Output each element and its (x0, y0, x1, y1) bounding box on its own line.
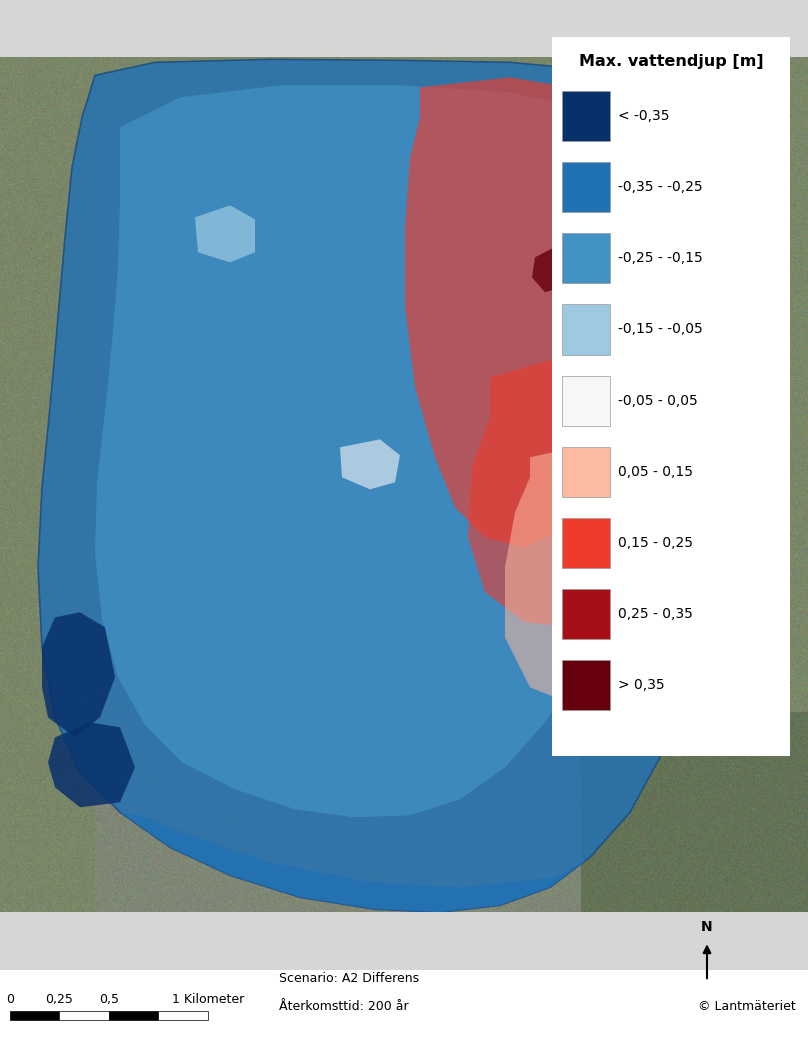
Polygon shape (38, 60, 730, 912)
Bar (562, 376, 610, 426)
Text: -0,05 - 0,05: -0,05 - 0,05 (618, 393, 698, 408)
Bar (562, 304, 610, 355)
Bar (552, 37, 790, 756)
Bar (562, 589, 610, 639)
Polygon shape (340, 439, 400, 490)
Polygon shape (195, 205, 255, 263)
Bar (59, 1011, 108, 1020)
Text: 0,25: 0,25 (45, 994, 73, 1006)
Polygon shape (42, 612, 115, 737)
Polygon shape (505, 437, 690, 707)
Polygon shape (95, 86, 655, 817)
Polygon shape (532, 246, 572, 292)
Text: 0,05 - 0,15: 0,05 - 0,15 (618, 464, 693, 479)
Text: 0: 0 (6, 994, 14, 1006)
Text: 1 Kilometer: 1 Kilometer (171, 994, 244, 1006)
Text: Återkomsttid: 200 år: Återkomsttid: 200 år (279, 1000, 408, 1013)
Text: N: N (701, 920, 713, 934)
Text: -0,35 - -0,25: -0,35 - -0,25 (618, 180, 703, 195)
Polygon shape (570, 147, 720, 718)
Text: 0,15 - 0,25: 0,15 - 0,25 (618, 536, 693, 550)
Polygon shape (48, 723, 135, 808)
Polygon shape (405, 77, 665, 547)
Polygon shape (120, 813, 590, 912)
Text: > 0,35: > 0,35 (618, 678, 665, 692)
Text: < -0,35: < -0,35 (618, 109, 670, 123)
Text: Max. vattendjup [m]: Max. vattendjup [m] (579, 54, 764, 69)
Text: -0,25 - -0,15: -0,25 - -0,15 (618, 251, 703, 266)
Bar (562, 91, 610, 141)
Text: © Lantmäteriet: © Lantmäteriet (698, 1000, 796, 1013)
Bar (108, 1011, 158, 1020)
Bar (562, 660, 610, 710)
Text: 0,5: 0,5 (99, 994, 119, 1006)
Text: -0,15 - -0,05: -0,15 - -0,05 (618, 322, 703, 337)
Bar (10, 1011, 59, 1020)
Polygon shape (468, 358, 660, 628)
Bar (0, 970, 808, 1046)
Bar (158, 1011, 208, 1020)
Text: Scenario: A2 Differens: Scenario: A2 Differens (279, 973, 419, 985)
Bar (562, 162, 610, 212)
Bar (562, 447, 610, 497)
Bar (562, 233, 610, 283)
Text: 0,25 - 0,35: 0,25 - 0,35 (618, 607, 693, 621)
Bar (562, 518, 610, 568)
